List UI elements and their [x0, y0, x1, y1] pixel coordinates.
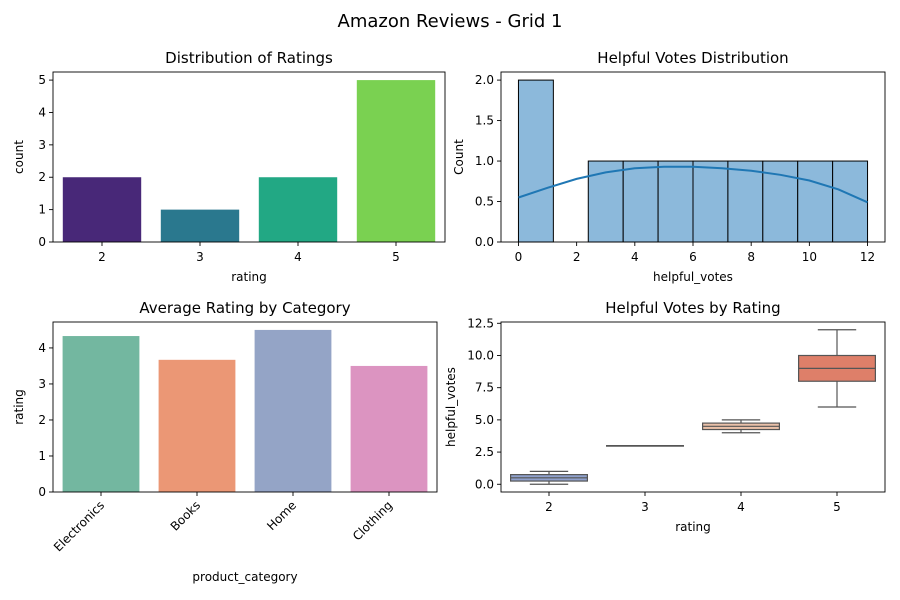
y-tick-label: 2: [38, 170, 46, 184]
y-tick-label: 10.0: [467, 348, 494, 362]
y-axis-label: Count: [452, 139, 466, 175]
ratings-distribution-chart: 0 1 2 3 4 5 2 3 4 5 Distribution of Ratings rating c…: [12, 49, 446, 284]
y-tick-label: 3: [38, 138, 46, 152]
x-tick-label: 6: [689, 250, 697, 264]
helpful-votes-by-rating-boxplot: 0.0 2.5 5.0 7.5 10.0 12.5 2 3 4 5 Helpful Votes by…: [444, 299, 886, 534]
bar-books: [158, 359, 236, 492]
y-tick-label: 3: [38, 377, 46, 391]
y-tick-label: 1: [38, 449, 46, 463]
y-tick-label: 0.5: [475, 195, 494, 209]
bar-5: [356, 80, 436, 242]
chart-title: Helpful Votes Distribution: [597, 49, 788, 67]
chart-title: Helpful Votes by Rating: [605, 299, 780, 317]
x-tick-label: Electronics: [51, 498, 107, 554]
x-axis-label: helpful_votes: [653, 270, 733, 284]
axes-frame: [500, 321, 886, 493]
histogram-bar: [692, 160, 729, 243]
y-tick-label: 4: [38, 341, 46, 355]
y-tick-label: 0: [38, 235, 46, 249]
y-tick-label: 5.0: [475, 413, 494, 427]
x-tick-label: 3: [196, 250, 204, 264]
kde-curve: [518, 165, 868, 204]
axes-frame: [500, 71, 886, 243]
x-tick-label: 4: [294, 250, 302, 264]
x-tick-label: Home: [264, 498, 299, 533]
histogram-bar: [657, 160, 694, 243]
y-axis-label: count: [12, 140, 26, 174]
y-axis-label: helpful_votes: [444, 367, 458, 447]
y-tick-label: 2.0: [475, 73, 494, 87]
average-rating-by-category-chart: 0 1 2 3 4 Electronics Books Home Clothing Average…: [12, 299, 438, 584]
bar-4: [258, 177, 338, 242]
x-tick-label: 12: [860, 250, 875, 264]
axes-frame: [52, 71, 446, 243]
y-tick-label: 2.5: [475, 445, 494, 459]
y-tick-label: 4: [38, 105, 46, 119]
axes-frame: [52, 321, 438, 493]
helpful-votes-histogram-chart: 0.0 0.5 1.0 1.5 2.0 0 2 4 6 8 10 12 Helpful Votes Di…: [452, 49, 886, 284]
chart-title: Distribution of Ratings: [165, 49, 333, 67]
bar-2: [62, 177, 142, 242]
x-tick-label: Books: [168, 498, 203, 533]
x-axis-label: rating: [231, 270, 267, 284]
x-tick-label: Clothing: [350, 498, 395, 543]
y-tick-label: 1.0: [475, 154, 494, 168]
y-tick-label: 12.5: [467, 316, 494, 330]
x-axis-label: product_category: [192, 570, 297, 584]
y-tick-label: 0: [38, 485, 46, 499]
x-tick-label: 3: [641, 500, 649, 514]
y-tick-label: 1: [38, 203, 46, 217]
x-tick-label: 5: [833, 500, 841, 514]
y-axis-label: rating: [12, 389, 26, 425]
x-tick-label: 5: [392, 250, 400, 264]
histogram-bar: [622, 160, 659, 243]
histogram-bar: [517, 79, 554, 243]
bar-3: [160, 209, 240, 242]
histogram-bar: [797, 160, 834, 243]
x-tick-label: 2: [573, 250, 581, 264]
x-tick-label: 0: [515, 250, 523, 264]
x-axis-label: rating: [675, 520, 711, 534]
y-tick-label: 5: [38, 73, 46, 87]
bar-home: [254, 329, 332, 492]
bar-electronics: [62, 336, 140, 492]
x-tick-label: 10: [802, 250, 817, 264]
histogram-bar: [832, 160, 869, 243]
y-tick-label: 0.0: [475, 235, 494, 249]
x-tick-label: 2: [545, 500, 553, 514]
x-tick-label: 4: [631, 250, 639, 264]
figure-title: Amazon Reviews - Grid 1: [338, 11, 563, 32]
x-tick-label: 8: [747, 250, 755, 264]
y-tick-label: 7.5: [475, 381, 494, 395]
x-tick-label: 2: [98, 250, 106, 264]
x-tick-label: 4: [737, 500, 745, 514]
y-tick-label: 1.5: [475, 114, 494, 128]
y-tick-label: 2: [38, 413, 46, 427]
chart-title: Average Rating by Category: [139, 299, 350, 317]
histogram-bar: [727, 160, 764, 243]
y-tick-label: 0.0: [475, 477, 494, 491]
bar-clothing: [350, 365, 428, 492]
